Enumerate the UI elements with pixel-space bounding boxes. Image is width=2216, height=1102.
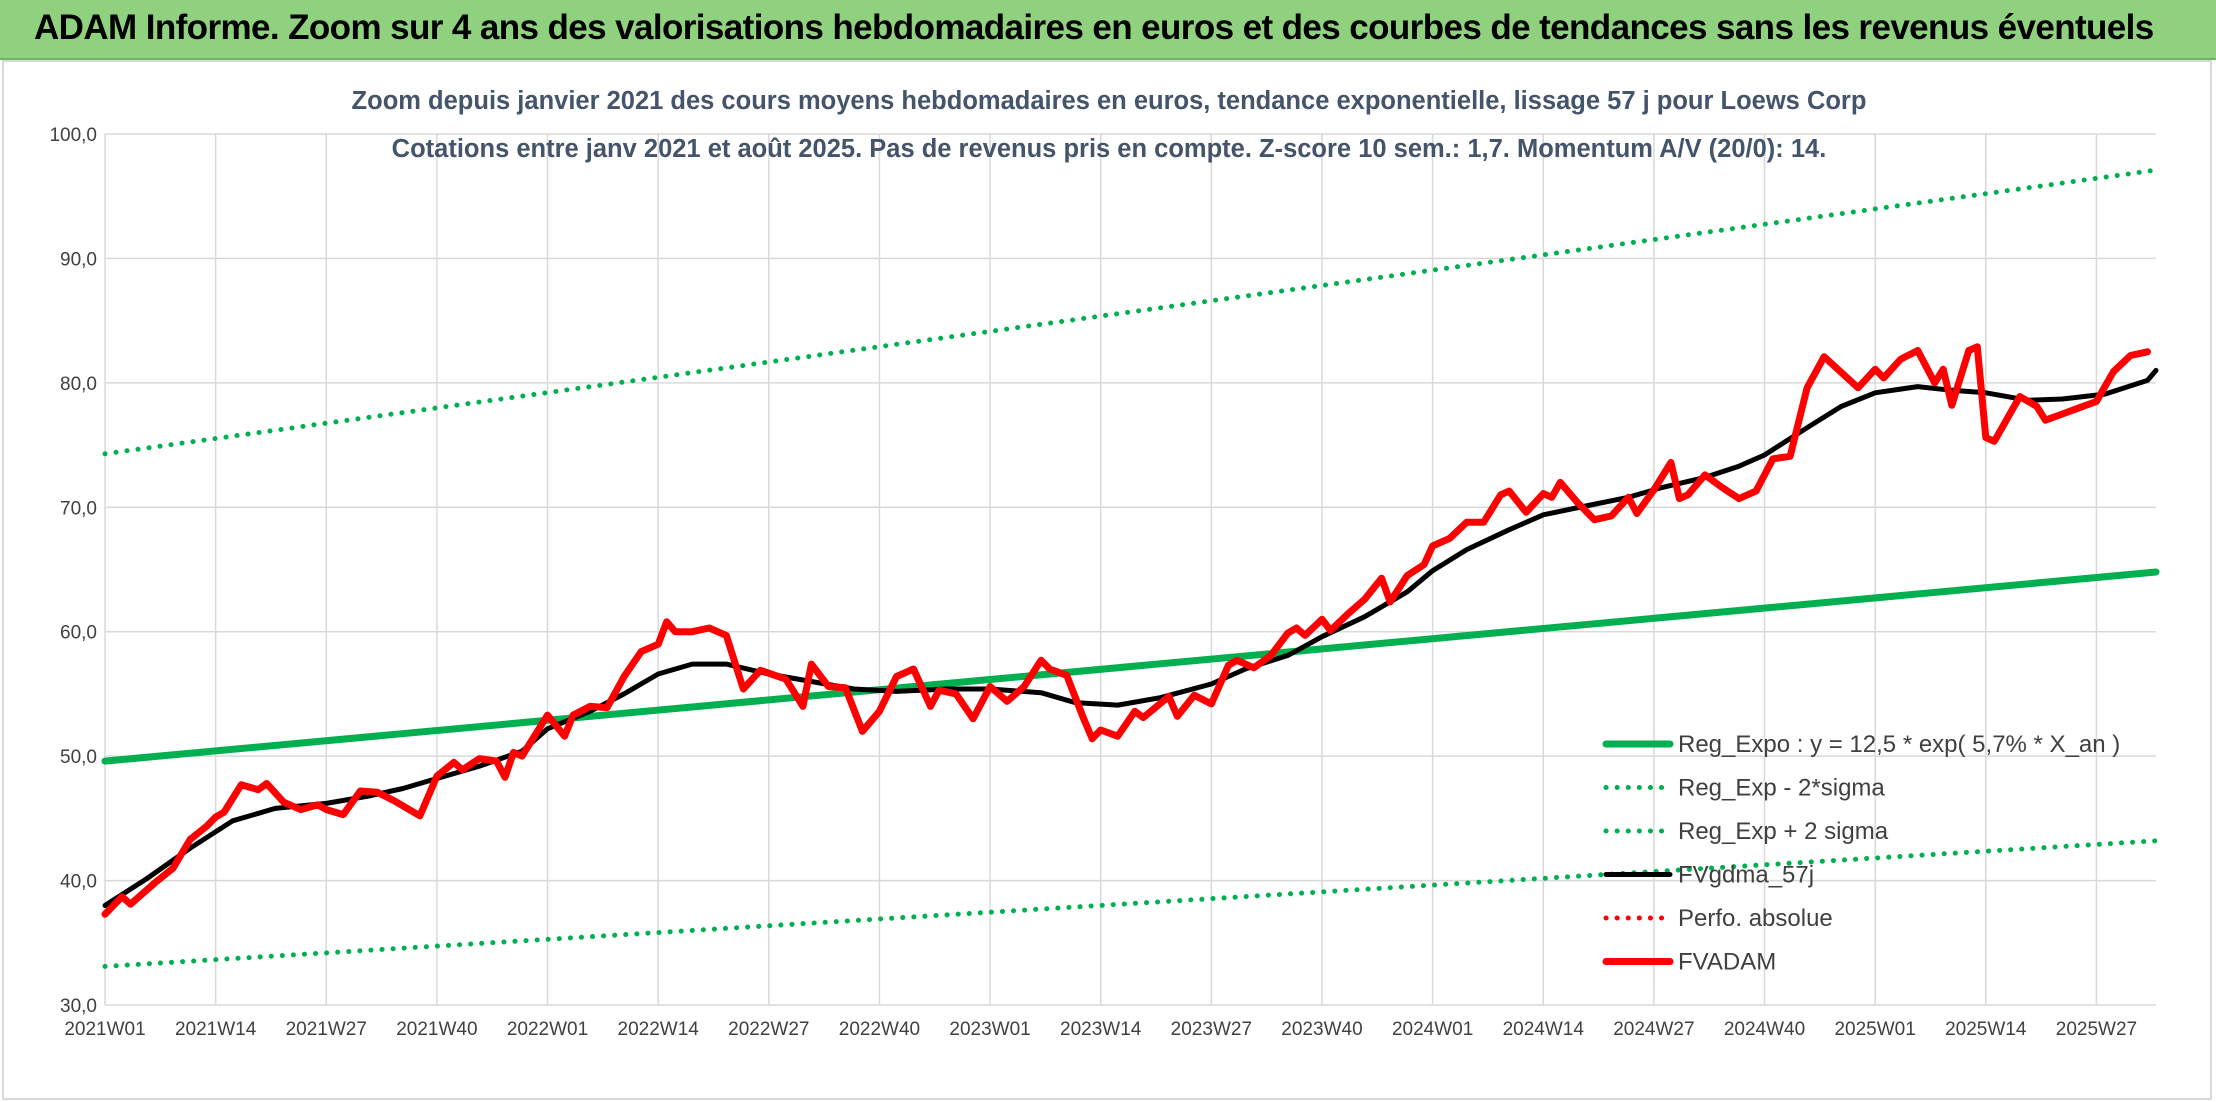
chart-title: Zoom depuis janvier 2021 des cours moyen…: [352, 87, 1867, 115]
series-reg-exp-2-sigma: [102, 167, 2159, 457]
x-tick-label: 2021W14: [175, 1019, 257, 1040]
legend-label: FVgdma_57j: [1678, 862, 1814, 889]
x-tick-label: 2024W14: [1503, 1019, 1585, 1040]
banner-title: ADAM Informe. Zoom sur 4 ans des valoris…: [34, 8, 2154, 47]
y-tick-label: 80,0: [60, 374, 97, 395]
x-tick-label: 2023W14: [1060, 1019, 1142, 1040]
y-tick-label: 90,0: [60, 249, 97, 270]
chart-area: 30,0 40,0 50,0 60,0 70,0 80,0 90,0 100,0 2021W01…: [2, 60, 2212, 1100]
legend-label: Perfo. absolue: [1678, 905, 1833, 932]
y-tick-label: 100,0: [49, 125, 97, 146]
y-tick-label: 30,0: [60, 996, 97, 1017]
x-tick-label: 2024W01: [1392, 1019, 1473, 1040]
x-tick-label: 2024W27: [1613, 1019, 1694, 1040]
x-tick-label: 2023W01: [949, 1019, 1030, 1040]
y-tick-label: 40,0: [60, 872, 97, 893]
line-chart: 30,0 40,0 50,0 60,0 70,0 80,0 90,0 100,0 2021W01…: [49, 87, 2160, 1040]
y-tick-label: 50,0: [60, 747, 97, 768]
x-tick-label: 2024W40: [1724, 1019, 1805, 1040]
x-tick-label: 2022W40: [839, 1019, 920, 1040]
x-tick-label: 2025W27: [2056, 1019, 2137, 1040]
y-tick-label: 70,0: [60, 498, 97, 519]
x-tick-label: 2021W01: [64, 1019, 145, 1040]
x-tick-label: 2021W27: [286, 1019, 367, 1040]
x-tick-label: 2022W14: [618, 1019, 700, 1040]
legend-label: FVADAM: [1678, 949, 1776, 976]
series-reg-expo-y-12-5-exp-5-7-x-an: [101, 568, 2160, 765]
chart-subtitle: Cotations entre janv 2021 et août 2025. …: [392, 135, 1827, 163]
series-fvadam: [101, 343, 2151, 918]
x-tick-label: 2025W01: [1834, 1019, 1915, 1040]
legend-label: Reg_Exp + 2 sigma: [1678, 818, 1889, 845]
legend-label: Reg_Exp - 2*sigma: [1678, 775, 1885, 802]
x-tick-label: 2022W27: [728, 1019, 809, 1040]
series-fvgdma-57j: [102, 367, 2159, 908]
series-reg-exp-2-sigma: [102, 838, 2159, 969]
report-banner: ADAM Informe. Zoom sur 4 ans des valoris…: [0, 0, 2216, 60]
x-tick-label: 2023W27: [1171, 1019, 1252, 1040]
x-tick-label: 2025W14: [1945, 1019, 2027, 1040]
x-tick-label: 2021W40: [396, 1019, 477, 1040]
x-tick-label: 2023W40: [1281, 1019, 1362, 1040]
x-tick-label: 2022W01: [507, 1019, 588, 1040]
y-tick-label: 60,0: [60, 623, 97, 644]
legend-label: Reg_Expo : y = 12,5 * exp( 5,7% * X_an ): [1678, 731, 2120, 758]
